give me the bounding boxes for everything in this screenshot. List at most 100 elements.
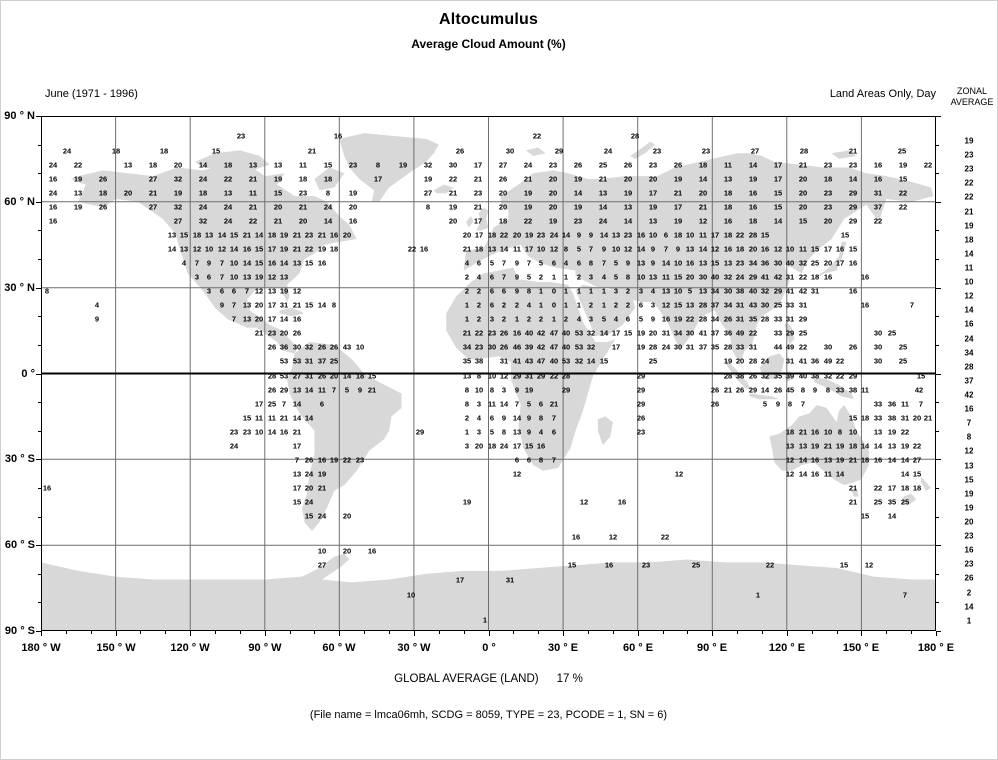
zonal-average-value: 19	[964, 503, 974, 513]
landmass-greenland	[339, 133, 439, 202]
axis-tick	[563, 631, 565, 636]
landmass-new-guinea	[814, 376, 854, 400]
zonal-average-value: 7	[966, 418, 972, 428]
longitude-label: 30 ° W	[397, 642, 431, 654]
landmass-novaya-zemlya	[630, 141, 656, 159]
longitude-label: 60 ° E	[622, 642, 654, 654]
longitude-label: 60 ° W	[322, 642, 356, 654]
axis-tick	[538, 631, 540, 634]
global-average-value: 17 %	[556, 673, 583, 685]
axis-tick	[936, 144, 939, 146]
map-border	[41, 116, 936, 631]
zonal-average-value: 13	[964, 461, 974, 471]
axis-tick	[41, 631, 42, 636]
axis-tick	[215, 631, 217, 634]
axis-tick	[438, 631, 440, 634]
latitude-label: 0 °	[21, 368, 35, 380]
zonal-average-value: 22	[964, 178, 974, 188]
landmass-eurasia	[463, 153, 934, 371]
landmass-baffin	[314, 167, 345, 191]
axis-tick	[836, 631, 838, 634]
axis-tick	[936, 344, 939, 346]
axis-tick	[339, 631, 341, 636]
axis-tick	[389, 631, 391, 634]
zonal-average-value: 28	[964, 362, 974, 372]
axis-tick	[662, 631, 664, 634]
latitude-label: 30 ° N	[4, 282, 35, 294]
latitude-label: 60 ° N	[4, 196, 35, 208]
axis-tick	[289, 631, 291, 634]
page-subtitle: Average Cloud Amount (%)	[411, 37, 566, 51]
zonal-average-value: 12	[964, 291, 974, 301]
zonal-average-value: 19	[964, 221, 974, 231]
axis-tick	[65, 631, 67, 634]
zonal-header-line1: ZONAL	[956, 86, 987, 96]
latitude-label: 60 ° S	[4, 539, 35, 551]
axis-tick	[936, 259, 939, 261]
axis-tick	[861, 631, 863, 636]
map-area	[41, 116, 936, 631]
zonal-average-value: 23	[964, 559, 974, 569]
zonal-average-value: 14	[964, 602, 974, 612]
zonal-average-value: 2	[966, 588, 972, 598]
zonal-average-value: 34	[964, 348, 974, 358]
axis-tick	[140, 631, 142, 634]
longitude-label: 90 ° E	[696, 642, 728, 654]
axis-tick	[90, 631, 92, 634]
zonal-average-value: 42	[964, 390, 974, 400]
zonal-average-value: 8	[966, 432, 972, 442]
zonal-average-value: 22	[964, 192, 974, 202]
axis-tick	[936, 602, 939, 604]
axis-tick	[488, 631, 490, 636]
period-label: June (1971 - 1996)	[45, 88, 138, 100]
landmass-sumatra	[724, 359, 753, 391]
zonal-average-value: 16	[964, 319, 974, 329]
landmass-java	[749, 393, 780, 400]
zonal-average-value: 18	[964, 235, 974, 245]
longitude-label: 30 ° E	[547, 642, 579, 654]
axis-tick	[911, 631, 913, 634]
zonal-average-value: 24	[964, 334, 974, 344]
axis-tick	[165, 631, 167, 634]
zonal-average-value: 19	[964, 136, 974, 146]
landmass-new-zealand-south	[901, 493, 917, 506]
axis-tick	[786, 631, 788, 636]
axis-tick	[936, 173, 939, 175]
zonal-average-value: 11	[964, 263, 974, 273]
landmass-iceland	[433, 184, 454, 194]
latitude-label: 90 ° S	[4, 625, 35, 637]
longitude-label: 0 °	[482, 642, 496, 654]
axis-tick	[612, 631, 614, 634]
axis-tick	[463, 631, 465, 634]
axis-tick	[36, 631, 41, 632]
landmass-south-america	[287, 342, 402, 531]
landmass-tasmania	[851, 487, 859, 497]
latitude-label: 90 ° N	[4, 110, 35, 122]
landmass-new-zealand-north	[921, 476, 932, 491]
zonal-average-value: 37	[964, 376, 974, 386]
file-info-line: (File name = lmca06mh, SCDG = 8059, TYPE…	[309, 709, 668, 721]
axis-tick	[936, 631, 941, 632]
axis-tick	[264, 631, 266, 636]
axis-tick	[886, 631, 888, 634]
zonal-average-value: 15	[964, 475, 974, 485]
axis-tick	[364, 631, 366, 634]
longitude-label: 150 ° E	[842, 642, 880, 654]
zonal-average-value: 14	[964, 305, 974, 315]
landmass-svalbard	[525, 147, 546, 157]
axis-tick	[936, 631, 937, 636]
longitude-label: 150 ° W	[96, 642, 136, 654]
zonal-average-value: 16	[964, 404, 974, 414]
landmass-north-america	[70, 164, 357, 354]
global-average-line: GLOBAL AVERAGE (LAND) 17 %	[41, 673, 936, 685]
landmass-arctic-islands	[195, 150, 270, 171]
zonal-average-value: 1	[966, 616, 972, 626]
landmass-ireland	[466, 216, 474, 228]
axis-tick	[936, 316, 939, 318]
landmass-madagascar	[597, 416, 613, 446]
landmass-new-siberian-islands	[831, 150, 857, 159]
axis-tick	[936, 545, 941, 547]
zonal-average-value: 23	[964, 150, 974, 160]
longitude-label: 120 ° E	[768, 642, 806, 654]
